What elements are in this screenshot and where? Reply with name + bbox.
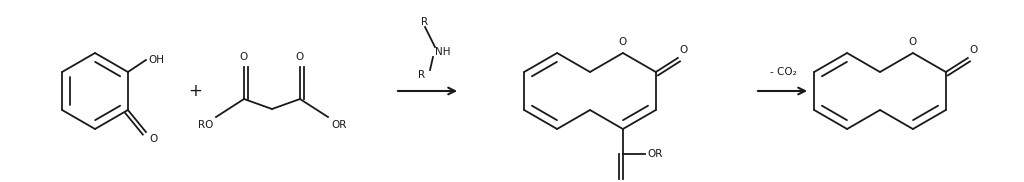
- Text: RO: RO: [198, 120, 213, 130]
- Text: +: +: [188, 82, 202, 100]
- Text: NH: NH: [435, 47, 451, 57]
- Text: O: O: [296, 52, 304, 62]
- Text: O: O: [908, 37, 918, 47]
- Text: - CO₂: - CO₂: [770, 67, 797, 77]
- Text: R: R: [422, 17, 429, 27]
- Text: O: O: [148, 134, 157, 144]
- Text: O: O: [240, 52, 248, 62]
- Text: OR: OR: [647, 149, 663, 159]
- Text: O: O: [618, 37, 627, 47]
- Text: R: R: [418, 70, 425, 80]
- Text: OR: OR: [331, 120, 346, 130]
- Text: O: O: [970, 45, 978, 55]
- Text: OH: OH: [147, 55, 164, 65]
- Text: O: O: [680, 45, 688, 55]
